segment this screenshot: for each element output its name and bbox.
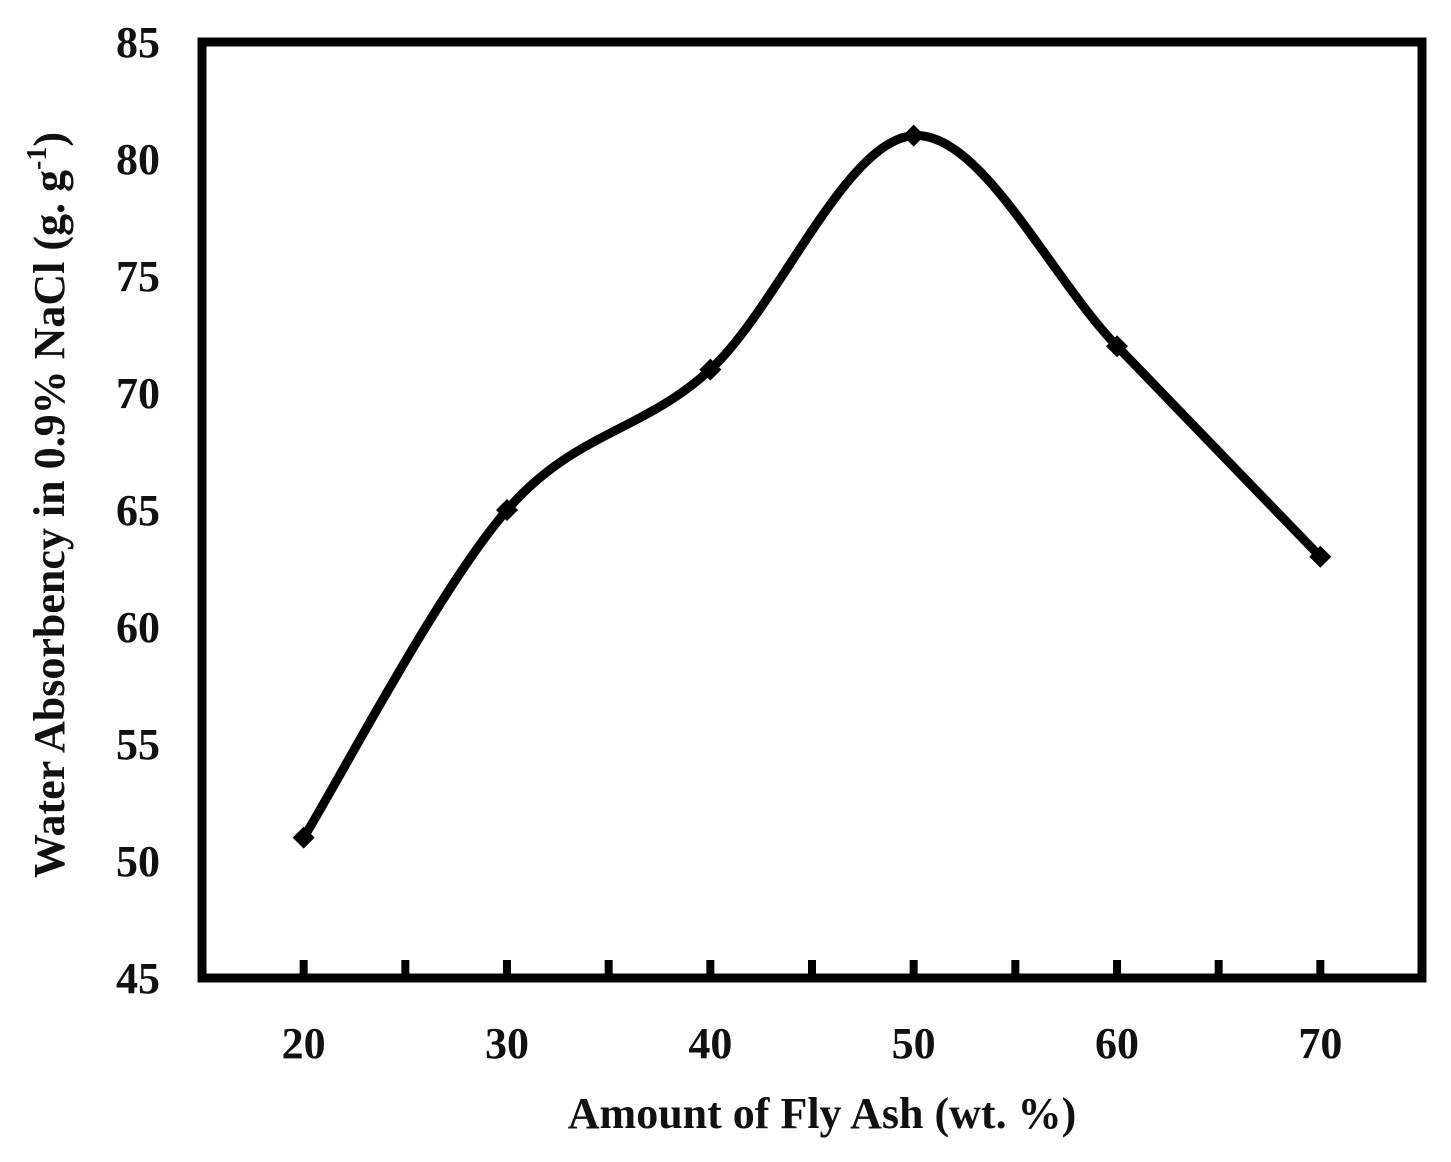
y-tick-label: 75 bbox=[116, 252, 160, 301]
y-tick-label: 70 bbox=[116, 369, 160, 418]
y-tick-label: 85 bbox=[116, 18, 160, 67]
y-tick-label: 45 bbox=[116, 954, 160, 1003]
x-tick-label: 30 bbox=[485, 1019, 529, 1068]
y-tick-label: 65 bbox=[116, 486, 160, 535]
data-point bbox=[699, 358, 722, 381]
y-axis-title-main: Water Absorbency in 0.9% NaCl (g. g bbox=[25, 170, 74, 878]
y-axis-title-sup: -1 bbox=[22, 147, 53, 170]
data-point bbox=[1309, 545, 1332, 568]
data-point bbox=[292, 826, 315, 849]
series-line bbox=[299, 131, 1325, 843]
plot-frame bbox=[197, 37, 1427, 983]
y-axis-title-end: ) bbox=[25, 132, 74, 147]
ticks bbox=[299, 960, 1325, 978]
x-tick-label: 70 bbox=[1298, 1019, 1342, 1068]
y-tick-label: 60 bbox=[116, 603, 160, 652]
x-tick-labels: 20 30 40 50 60 70 bbox=[282, 1019, 1343, 1068]
y-tick-labels: 45 50 55 60 65 70 75 80 85 bbox=[116, 18, 160, 1003]
x-tick-label: 20 bbox=[282, 1019, 326, 1068]
y-tick-label: 50 bbox=[116, 837, 160, 886]
x-tick-label: 60 bbox=[1095, 1019, 1139, 1068]
markers bbox=[292, 124, 1332, 849]
data-point bbox=[496, 499, 518, 521]
data-point bbox=[1106, 335, 1128, 358]
x-axis-title: Amount of Fly Ash (wt. %) bbox=[568, 1089, 1076, 1138]
x-tick-label: 50 bbox=[892, 1019, 936, 1068]
y-axis-title: Water Absorbency in 0.9% NaCl (g. g-1) bbox=[22, 132, 74, 878]
y-tick-label: 55 bbox=[116, 720, 160, 769]
y-tick-label: 80 bbox=[116, 135, 160, 184]
x-tick-label: 40 bbox=[688, 1019, 732, 1068]
data-point bbox=[902, 124, 925, 147]
